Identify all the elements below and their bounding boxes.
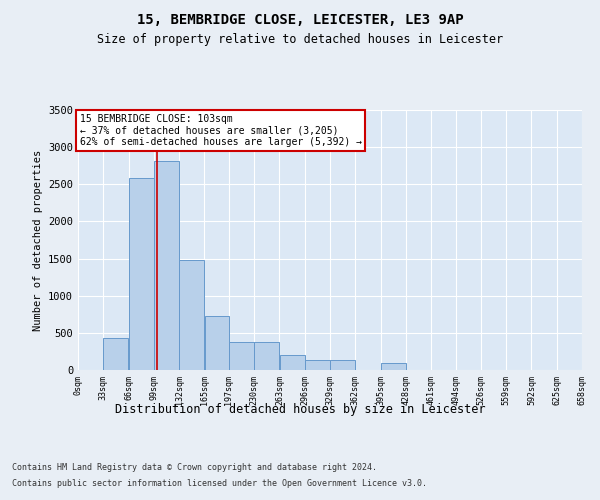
Bar [129,178,154,370]
Bar [305,360,330,370]
Bar [229,342,254,370]
Text: Distribution of detached houses by size in Leicester: Distribution of detached houses by size … [115,402,485,415]
Text: 15, BEMBRIDGE CLOSE, LEICESTER, LE3 9AP: 15, BEMBRIDGE CLOSE, LEICESTER, LE3 9AP [137,12,463,26]
Text: 15 BEMBRIDGE CLOSE: 103sqm
← 37% of detached houses are smaller (3,205)
62% of s: 15 BEMBRIDGE CLOSE: 103sqm ← 37% of deta… [80,114,362,147]
Text: Contains HM Land Registry data © Crown copyright and database right 2024.: Contains HM Land Registry data © Crown c… [12,462,377,471]
Text: Size of property relative to detached houses in Leicester: Size of property relative to detached ho… [97,32,503,46]
Bar [154,160,179,370]
Bar [280,355,305,370]
Y-axis label: Number of detached properties: Number of detached properties [32,150,43,330]
Bar [179,260,204,370]
Text: Contains public sector information licensed under the Open Government Licence v3: Contains public sector information licen… [12,479,427,488]
Bar [103,338,128,370]
Bar [205,316,229,370]
Bar [254,342,279,370]
Bar [330,360,355,370]
Bar [381,362,406,370]
